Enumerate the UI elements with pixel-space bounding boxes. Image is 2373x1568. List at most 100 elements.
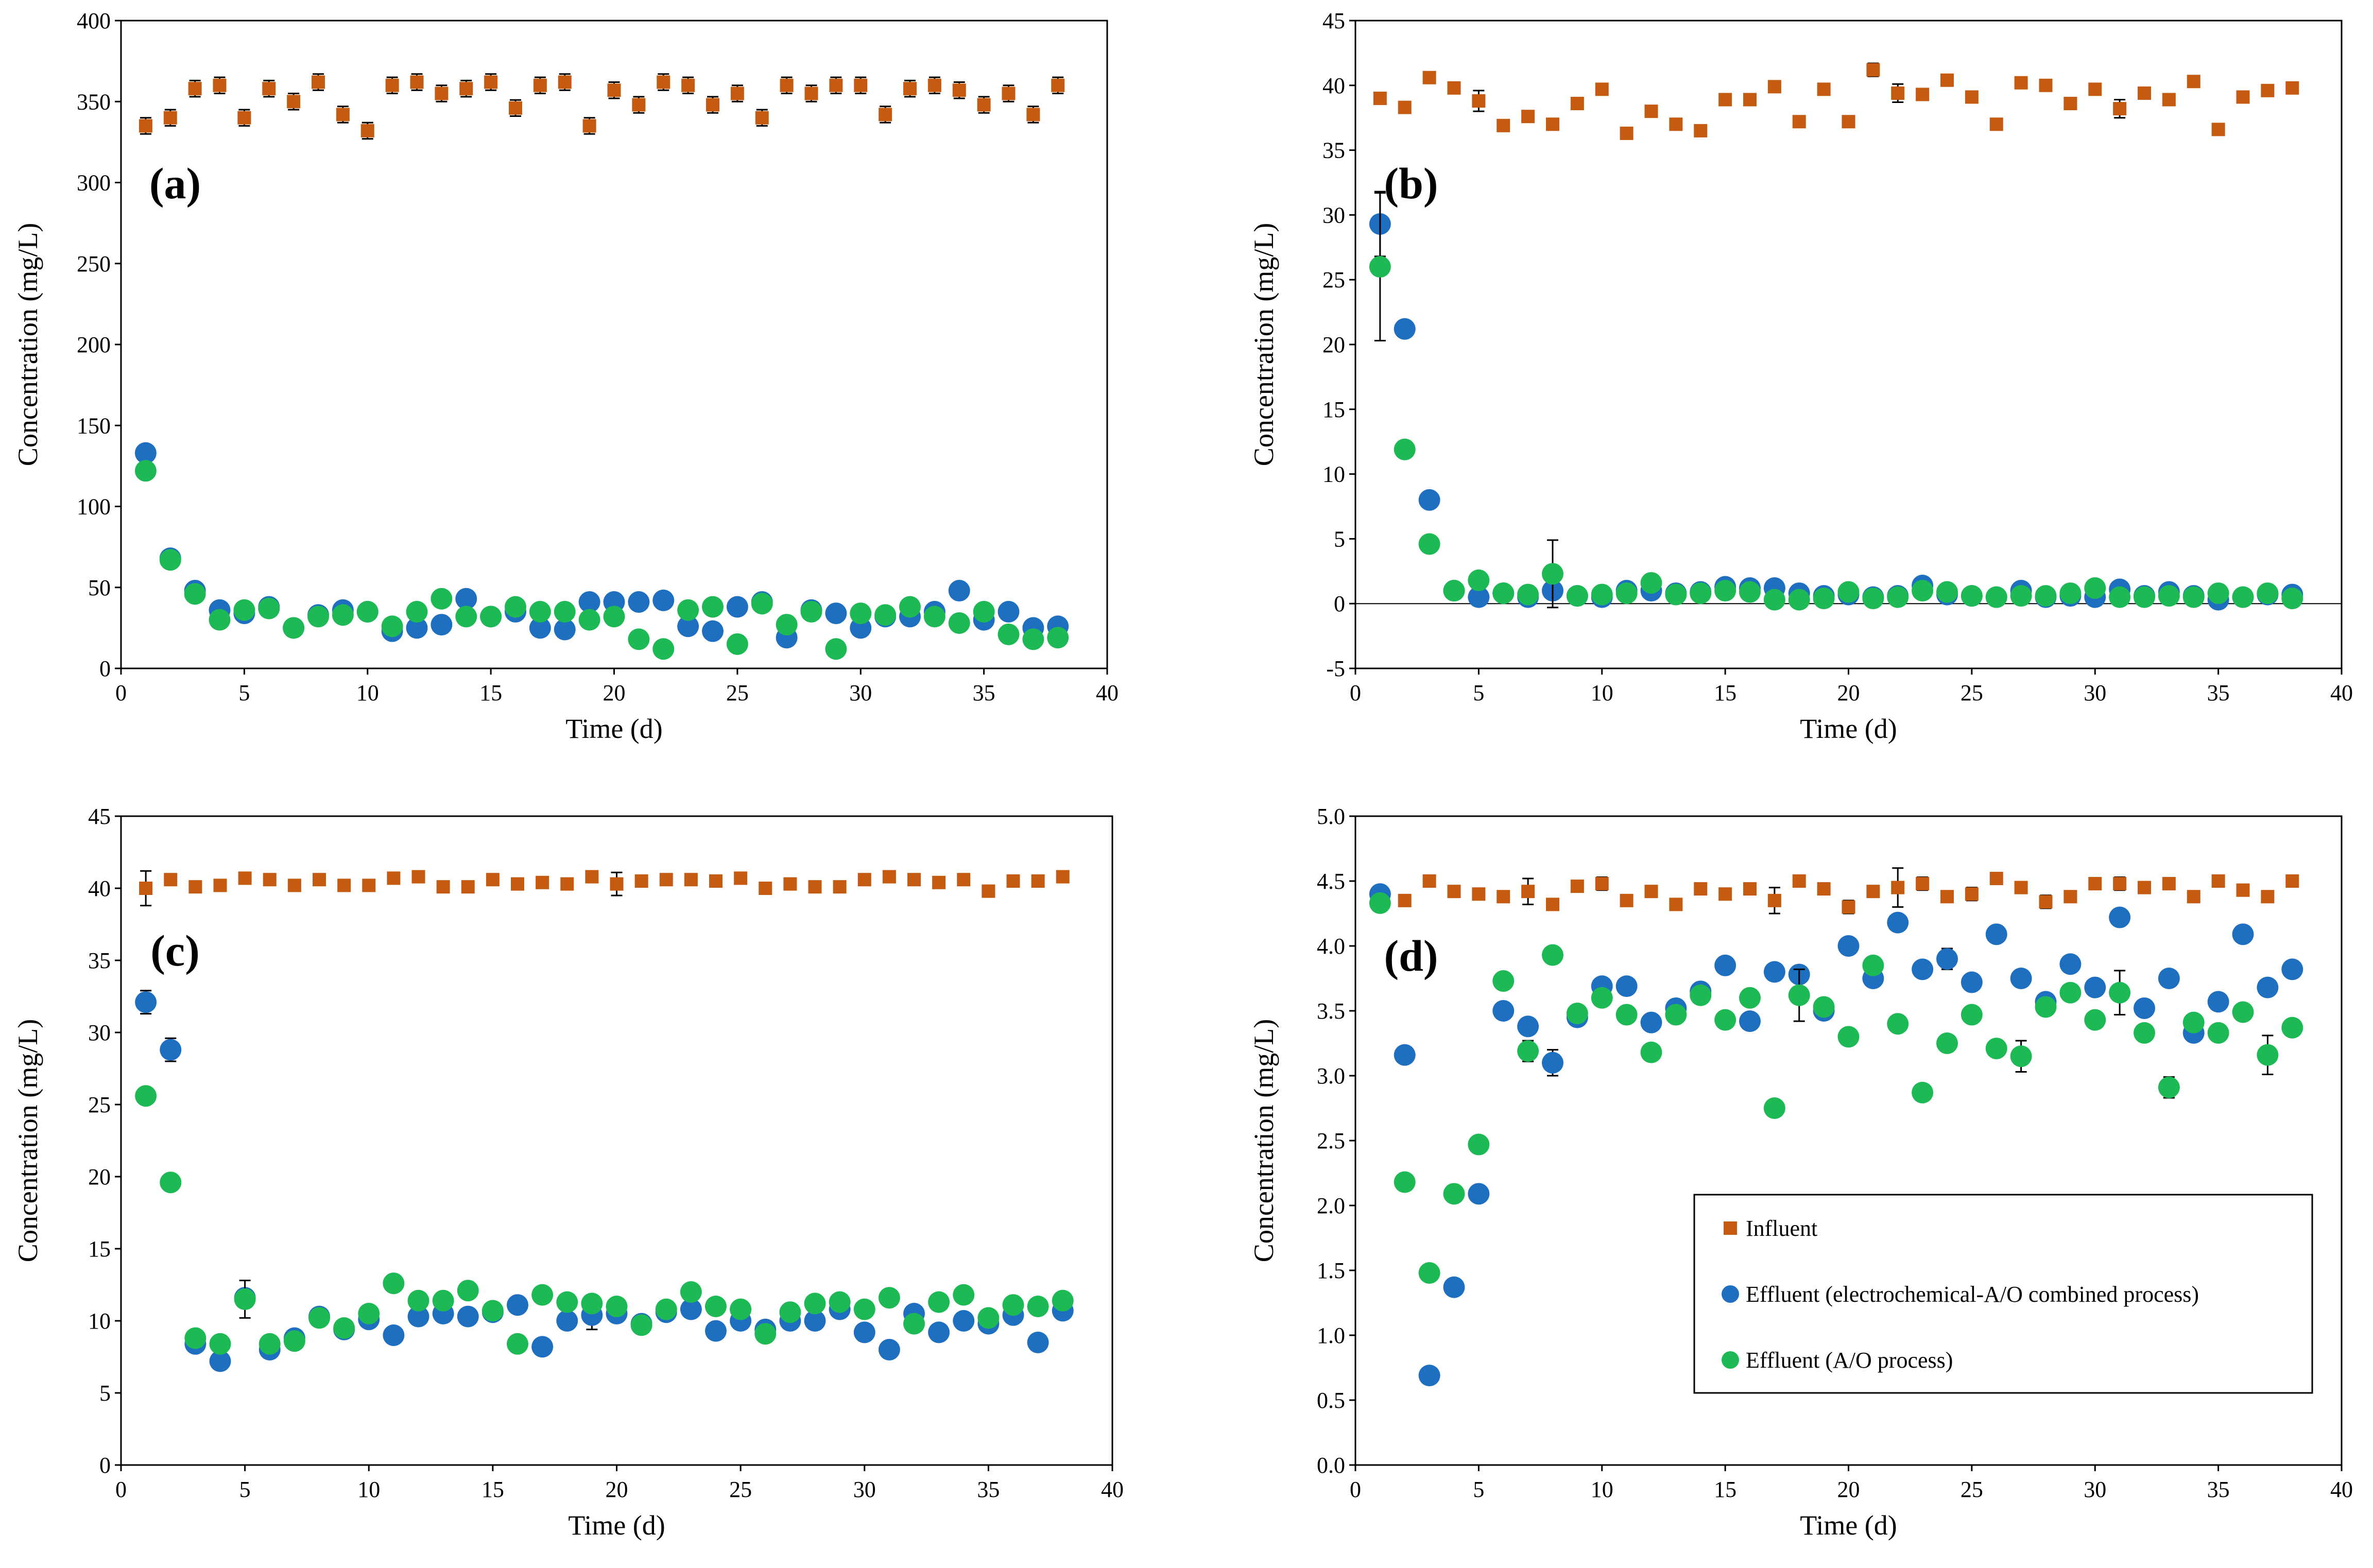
series-influent: [1373, 62, 2299, 140]
plot-frame: [120, 815, 1113, 1466]
y-tick-label: 0: [99, 656, 111, 681]
y-axis-title: Concentration (mg/L): [12, 1019, 43, 1262]
data-point-effluent_ao: [2207, 582, 2229, 605]
data-point-effluent_combined: [1418, 1365, 1440, 1387]
data-point-influent: [1570, 880, 1584, 893]
data-point-influent: [411, 870, 425, 884]
data-point-effluent_combined: [1763, 961, 1785, 983]
data-point-influent: [1842, 900, 1855, 914]
data-point-effluent_ao: [1714, 1009, 1736, 1031]
y-tick-label: 25: [1322, 267, 1345, 292]
data-point-influent: [2138, 86, 2151, 100]
data-point-effluent_ao: [1615, 582, 1638, 605]
data-point-influent: [610, 877, 624, 891]
data-point-effluent_ao: [1492, 582, 1515, 605]
data-point-effluent_ao: [159, 549, 181, 571]
data-point-influent: [2088, 82, 2102, 96]
y-tick-label: 5: [99, 1381, 111, 1406]
data-point-effluent_ao: [1739, 987, 1761, 1009]
data-point-effluent_ao: [1027, 1296, 1049, 1317]
data-point-effluent_ao: [853, 1298, 875, 1320]
data-point-effluent_ao: [998, 623, 1020, 645]
x-tick-label: 40: [1096, 680, 1119, 705]
legend: Influent Effluent (electrochemical-A/O co…: [1693, 1194, 2313, 1394]
data-point-effluent_ao: [1936, 1032, 1958, 1054]
data-point-effluent_ao: [1763, 1097, 1785, 1119]
x-tick-label: 25: [1961, 680, 1983, 705]
data-point-effluent_combined: [134, 442, 157, 464]
data-point-influent: [337, 878, 351, 892]
data-point-effluent_ao: [332, 604, 354, 626]
data-point-effluent_combined: [135, 991, 157, 1013]
data-point-influent: [2187, 75, 2200, 89]
data-point-influent: [634, 874, 648, 888]
data-point-effluent_combined: [825, 602, 847, 625]
data-point-influent: [1521, 110, 1535, 124]
data-point-effluent_ao: [1739, 581, 1761, 603]
data-point-effluent_ao: [258, 597, 280, 619]
data-point-influent: [734, 871, 748, 885]
data-point-effluent_ao: [1615, 1004, 1638, 1026]
legend-label-effluent_ao: Effluent (A/O process): [1746, 1348, 1953, 1373]
data-point-effluent_ao: [1492, 970, 1515, 992]
data-point-influent: [1866, 885, 1880, 899]
data-point-effluent_ao: [406, 600, 428, 623]
data-point-influent: [982, 884, 995, 898]
data-point-effluent_ao: [2207, 1022, 2229, 1044]
x-tick-label: 0: [115, 680, 127, 705]
data-point-effluent_ao: [1887, 1013, 1909, 1035]
data-point-effluent_combined: [1640, 1011, 1662, 1033]
data-point-influent: [1817, 882, 1831, 896]
legend-label-influent: Influent: [1746, 1216, 1817, 1241]
data-point-effluent_ao: [874, 604, 897, 626]
data-point-effluent_ao: [1443, 580, 1465, 602]
data-point-influent: [1595, 82, 1609, 96]
data-point-effluent_ao: [953, 1284, 975, 1306]
data-point-influent: [1743, 882, 1757, 896]
x-tick-label: 30: [853, 1477, 876, 1502]
panel-b-chart: 0 5 10 15 20 25 30 35 40-5051015202530354045Time…: [1248, 8, 2353, 744]
data-point-influent: [511, 877, 524, 891]
data-point-effluent_combined: [953, 1310, 975, 1332]
data-point-influent: [1620, 893, 1633, 907]
x-tick-label: 25: [729, 1477, 752, 1502]
data-point-influent: [2039, 78, 2053, 92]
data-point-effluent_ao: [1936, 581, 1958, 603]
data-point-effluent_ao: [135, 1085, 157, 1107]
data-point-effluent_ao: [903, 1313, 925, 1335]
data-point-influent: [139, 882, 153, 895]
data-point-influent: [410, 75, 424, 89]
y-tick-label: 0.0: [1317, 1453, 1345, 1478]
data-point-effluent_ao: [554, 600, 576, 623]
data-point-effluent_ao: [2134, 586, 2155, 608]
data-point-influent: [436, 880, 450, 894]
data-point-effluent_combined: [160, 1039, 182, 1061]
data-point-effluent_ao: [1887, 586, 1909, 608]
data-point-effluent_ao: [2109, 586, 2131, 608]
data-point-effluent_combined: [1739, 1010, 1761, 1032]
data-point-effluent_combined: [677, 615, 699, 637]
data-point-influent: [262, 82, 276, 96]
data-point-influent: [632, 98, 646, 112]
data-point-effluent_ao: [804, 1293, 826, 1315]
data-point-effluent_ao: [1961, 1004, 1983, 1026]
data-point-effluent_ao: [2158, 585, 2180, 607]
data-point-influent: [804, 87, 818, 100]
data-point-influent: [385, 78, 399, 92]
series-effluent_ao: [1369, 892, 2303, 1284]
data-point-effluent_combined: [1468, 1183, 1490, 1205]
data-point-effluent_combined: [554, 618, 576, 641]
data-point-influent: [1916, 88, 1930, 101]
data-point-effluent_combined: [1394, 318, 1416, 340]
y-tick-label: 100: [77, 494, 111, 520]
data-point-effluent_ao: [1418, 1262, 1440, 1284]
data-point-influent: [536, 875, 549, 889]
y-tick-label: 15: [88, 1236, 111, 1262]
data-point-influent: [1866, 63, 1880, 77]
data-point-influent: [1965, 887, 1979, 901]
y-tick-label: 250: [77, 251, 111, 277]
data-point-effluent_ao: [1837, 581, 1860, 603]
data-point-effluent_ao: [1640, 572, 1662, 594]
data-point-effluent_ao: [184, 583, 206, 605]
data-point-effluent_combined: [652, 589, 675, 611]
